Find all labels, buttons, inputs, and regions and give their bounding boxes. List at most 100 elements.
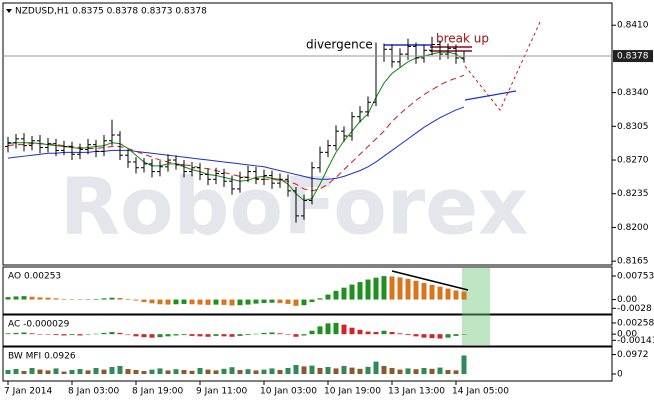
histogram-bar [37, 334, 43, 335]
ac-panel [2, 314, 613, 347]
histogram-bar [429, 334, 435, 339]
histogram-bar [101, 298, 107, 300]
histogram-bar [413, 334, 419, 337]
x-tick-label: 13 Jan 13:00 [388, 387, 445, 397]
histogram-bar [437, 367, 443, 374]
histogram-bar [37, 369, 43, 374]
x-tick-label: 9 Jan 11:00 [196, 387, 248, 397]
histogram-bar [101, 332, 107, 335]
y-tick-label: -0.00141 [617, 336, 654, 346]
histogram-bar [373, 332, 379, 335]
histogram-bar [381, 330, 387, 335]
histogram-bar [29, 333, 35, 335]
histogram-bar [53, 368, 59, 374]
histogram-bar [53, 334, 59, 336]
histogram-bar [165, 299, 171, 305]
histogram-bar [149, 299, 155, 304]
histogram-bar [261, 369, 267, 374]
histogram-bar [253, 370, 259, 374]
histogram-bar [141, 371, 147, 374]
histogram-bar [181, 299, 187, 304]
histogram-bar [285, 299, 291, 304]
y-tick-label: 0.00753 [617, 272, 654, 282]
histogram-bar [13, 369, 19, 374]
histogram-bar [109, 297, 115, 300]
histogram-bar [165, 370, 171, 374]
histogram-bar [69, 299, 75, 300]
histogram-bar [357, 329, 363, 335]
y-tick-label: 0.8340 [617, 88, 649, 98]
histogram-bar [421, 368, 427, 374]
histogram-bar [245, 334, 251, 336]
histogram-bar [445, 370, 451, 374]
histogram-bar [77, 369, 83, 374]
histogram-bar [421, 334, 427, 338]
histogram-bar [309, 299, 315, 303]
histogram-bar [285, 368, 291, 374]
histogram-bar [317, 326, 323, 335]
histogram-bar [61, 371, 67, 374]
histogram-bar [277, 370, 283, 374]
histogram-bar [189, 370, 195, 374]
histogram-bar [125, 334, 131, 335]
histogram-bar [293, 365, 299, 374]
histogram-bar [109, 332, 115, 335]
y-tick-label: 0.00 [617, 330, 637, 340]
histogram-bar [149, 369, 155, 374]
moving-average [7, 106, 465, 180]
histogram-bar [405, 368, 411, 374]
histogram-bar [205, 334, 211, 337]
histogram-bar [221, 334, 227, 337]
histogram-bar [173, 369, 179, 374]
histogram-bar [197, 334, 203, 337]
forecast-line [464, 21, 541, 111]
histogram-bar [453, 334, 459, 336]
histogram-bar [221, 368, 227, 374]
histogram-bar [213, 334, 219, 336]
histogram-bar [301, 366, 307, 374]
histogram-bar [253, 333, 259, 335]
y-tick-label: 0.8410 [617, 21, 649, 31]
histogram-bar [141, 334, 147, 338]
histogram-bar [157, 334, 163, 338]
histogram-bar [333, 322, 339, 335]
histogram-bar [21, 332, 27, 335]
histogram-bar [405, 278, 411, 300]
histogram-bar [413, 369, 419, 374]
histogram-bar [5, 370, 11, 374]
histogram-bar [381, 276, 387, 300]
histogram-bar [349, 327, 355, 335]
histogram-bar [213, 299, 219, 305]
histogram-bar [117, 366, 123, 374]
histogram-bar [293, 299, 299, 306]
histogram-bar [141, 299, 147, 303]
histogram-bar [229, 334, 235, 337]
histogram-bar [5, 297, 11, 300]
x-tick-label: 14 Jan 05:00 [452, 387, 509, 397]
y-tick-label: 0 [617, 370, 623, 380]
y-tick-label: 0.8305 [617, 122, 649, 132]
histogram-bar [237, 370, 243, 374]
histogram-bar [237, 299, 243, 306]
histogram-bar [45, 334, 51, 335]
histogram-bar [85, 334, 91, 335]
histogram-bar [157, 299, 163, 305]
histogram-bar [453, 370, 459, 374]
last-price-label: 0.8378 [617, 52, 649, 62]
moving-average [7, 51, 465, 202]
y-tick-label: 0.8235 [617, 189, 649, 199]
histogram-bar [181, 370, 187, 374]
histogram-bar [357, 282, 363, 300]
histogram-bar [93, 333, 99, 335]
histogram-bar [77, 334, 83, 336]
histogram-bar [229, 367, 235, 374]
histogram-bar [45, 297, 51, 300]
histogram-bar [117, 332, 123, 335]
histogram-bar [333, 290, 339, 300]
x-tick-label: 10 Jan 03:00 [260, 387, 317, 397]
y-tick-label: 0.8200 [617, 223, 649, 233]
histogram-bar [349, 284, 355, 300]
histogram-bar [309, 330, 315, 335]
histogram-bar [173, 299, 179, 305]
histogram-bar [453, 290, 459, 300]
